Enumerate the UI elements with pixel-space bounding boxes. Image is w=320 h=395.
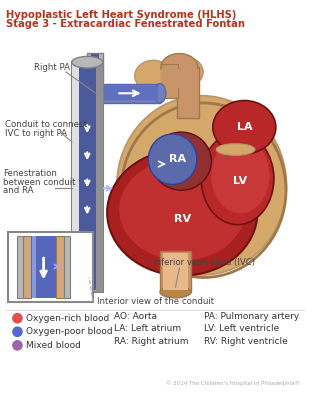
Text: Conduit to connect: Conduit to connect — [5, 120, 87, 130]
Text: AO: Aorta: AO: Aorta — [115, 312, 157, 321]
Circle shape — [12, 313, 23, 324]
Ellipse shape — [154, 84, 166, 103]
Ellipse shape — [169, 57, 203, 87]
Bar — [161, 64, 178, 98]
Text: and RA: and RA — [3, 186, 33, 196]
Bar — [97, 84, 160, 103]
Ellipse shape — [201, 133, 274, 225]
Bar — [76, 64, 98, 290]
Text: LV: LV — [233, 175, 247, 186]
Bar — [72, 62, 103, 292]
Ellipse shape — [117, 96, 286, 275]
Text: IVC to right PA: IVC to right PA — [5, 129, 67, 138]
Bar — [96, 62, 103, 292]
Text: Fenestration: Fenestration — [3, 169, 57, 178]
Bar — [23, 236, 31, 298]
Bar — [72, 62, 78, 292]
Ellipse shape — [72, 56, 103, 68]
Bar — [91, 55, 99, 80]
Bar — [8, 232, 93, 302]
Ellipse shape — [161, 54, 198, 81]
Bar — [99, 87, 158, 100]
Text: Mixed blood: Mixed blood — [26, 341, 81, 350]
Ellipse shape — [148, 134, 197, 184]
Text: Oxygen-poor blood: Oxygen-poor blood — [26, 327, 113, 336]
Circle shape — [12, 340, 23, 351]
Text: PA: Pulmonary artery: PA: Pulmonary artery — [204, 312, 299, 321]
Ellipse shape — [216, 144, 255, 155]
Text: Right PA: Right PA — [34, 62, 70, 71]
Text: LV: Left ventricle: LV: Left ventricle — [204, 324, 279, 333]
Text: Oxygen-rich blood: Oxygen-rich blood — [26, 314, 109, 323]
Bar — [87, 53, 103, 82]
Ellipse shape — [160, 286, 191, 298]
Bar — [31, 236, 56, 298]
Ellipse shape — [213, 101, 276, 154]
Text: LA: LA — [237, 122, 253, 132]
Bar — [56, 236, 64, 298]
Text: Hypoplastic Left Heart Syndrome (HLHS): Hypoplastic Left Heart Syndrome (HLHS) — [6, 10, 236, 20]
Text: between conduit: between conduit — [3, 178, 76, 186]
Text: RA: RA — [169, 154, 186, 164]
Text: RV: RV — [174, 214, 191, 224]
Text: LA: Left atrium: LA: Left atrium — [115, 324, 181, 333]
Text: Interior view of the conduit: Interior view of the conduit — [97, 297, 214, 306]
Bar — [160, 251, 191, 292]
Text: Stage 3 - Extracardiac Fenestrated Fontan: Stage 3 - Extracardiac Fenestrated Fonta… — [6, 19, 245, 28]
Ellipse shape — [119, 159, 245, 261]
Ellipse shape — [211, 138, 269, 213]
Ellipse shape — [135, 60, 172, 91]
Bar — [32, 236, 36, 298]
Bar — [17, 236, 23, 298]
Text: RA: Right atrium: RA: Right atrium — [115, 337, 189, 346]
Circle shape — [12, 326, 23, 337]
Ellipse shape — [151, 132, 211, 190]
Bar — [64, 236, 70, 298]
Text: Inferior vena cava (IVC): Inferior vena cava (IVC) — [153, 258, 255, 267]
Text: RV: Right ventricle: RV: Right ventricle — [204, 337, 287, 346]
Bar — [177, 67, 199, 118]
Text: © 2014 The Children's Hospital of Philadelphia®: © 2014 The Children's Hospital of Philad… — [166, 380, 300, 386]
Bar — [161, 69, 198, 88]
Ellipse shape — [107, 150, 257, 276]
Bar — [163, 253, 188, 290]
